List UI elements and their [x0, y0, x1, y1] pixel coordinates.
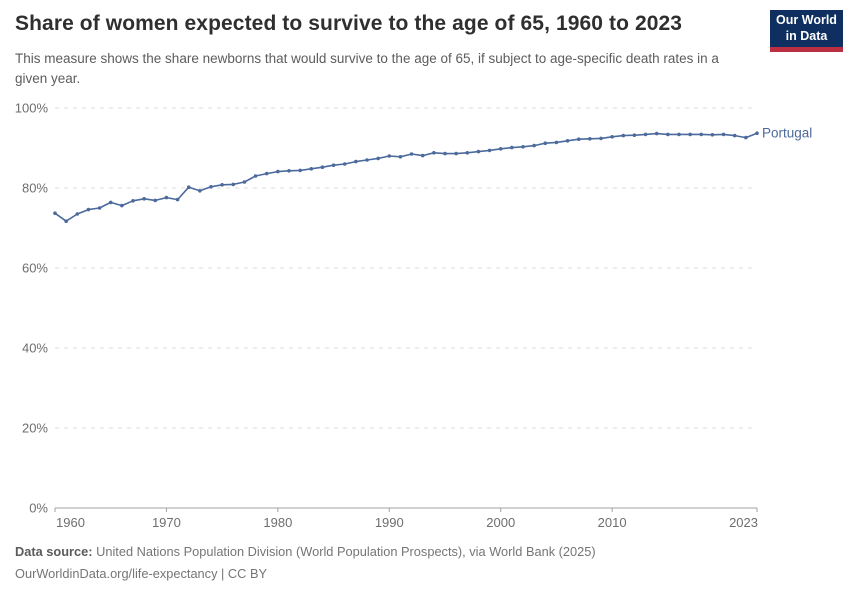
owid-logo-line2: in Data — [785, 28, 828, 43]
page-title: Share of women expected to survive to th… — [15, 12, 683, 35]
y-axis-labels: 0% 20% 40% 60% 80% 100% — [15, 101, 49, 516]
svg-text:2000: 2000 — [486, 515, 515, 530]
chart-footer: Data source: United Nations Population D… — [15, 544, 835, 589]
svg-text:60%: 60% — [22, 261, 48, 276]
data-source-line: Data source: United Nations Population D… — [15, 544, 835, 559]
series-entity-label[interactable]: Portugal — [762, 126, 812, 141]
owid-logo[interactable]: Our World in Data — [770, 10, 843, 52]
svg-text:2010: 2010 — [598, 515, 627, 530]
gridlines — [55, 107, 757, 509]
svg-text:1960: 1960 — [56, 515, 85, 530]
license-line: OurWorldinData.org/life-expectancy | CC … — [15, 566, 268, 582]
data-series-line — [53, 131, 759, 223]
svg-text:100%: 100% — [15, 101, 49, 116]
svg-text:0%: 0% — [29, 501, 48, 516]
svg-text:1970: 1970 — [152, 515, 181, 530]
svg-text:2023: 2023 — [729, 515, 758, 530]
owid-logo-line1: Our World — [776, 12, 837, 27]
svg-text:1990: 1990 — [375, 515, 404, 530]
svg-text:1980: 1980 — [263, 515, 292, 530]
data-source-text: United Nations Population Division (Worl… — [96, 544, 596, 559]
chart-subtitle: This measure shows the share newborns th… — [15, 51, 719, 86]
svg-text:40%: 40% — [22, 341, 48, 356]
x-axis: 1960 1970 1980 1990 2000 2010 2023 — [54, 508, 758, 530]
svg-text:80%: 80% — [22, 181, 48, 196]
svg-text:20%: 20% — [22, 421, 48, 436]
data-source-label: Data source: — [15, 544, 93, 559]
